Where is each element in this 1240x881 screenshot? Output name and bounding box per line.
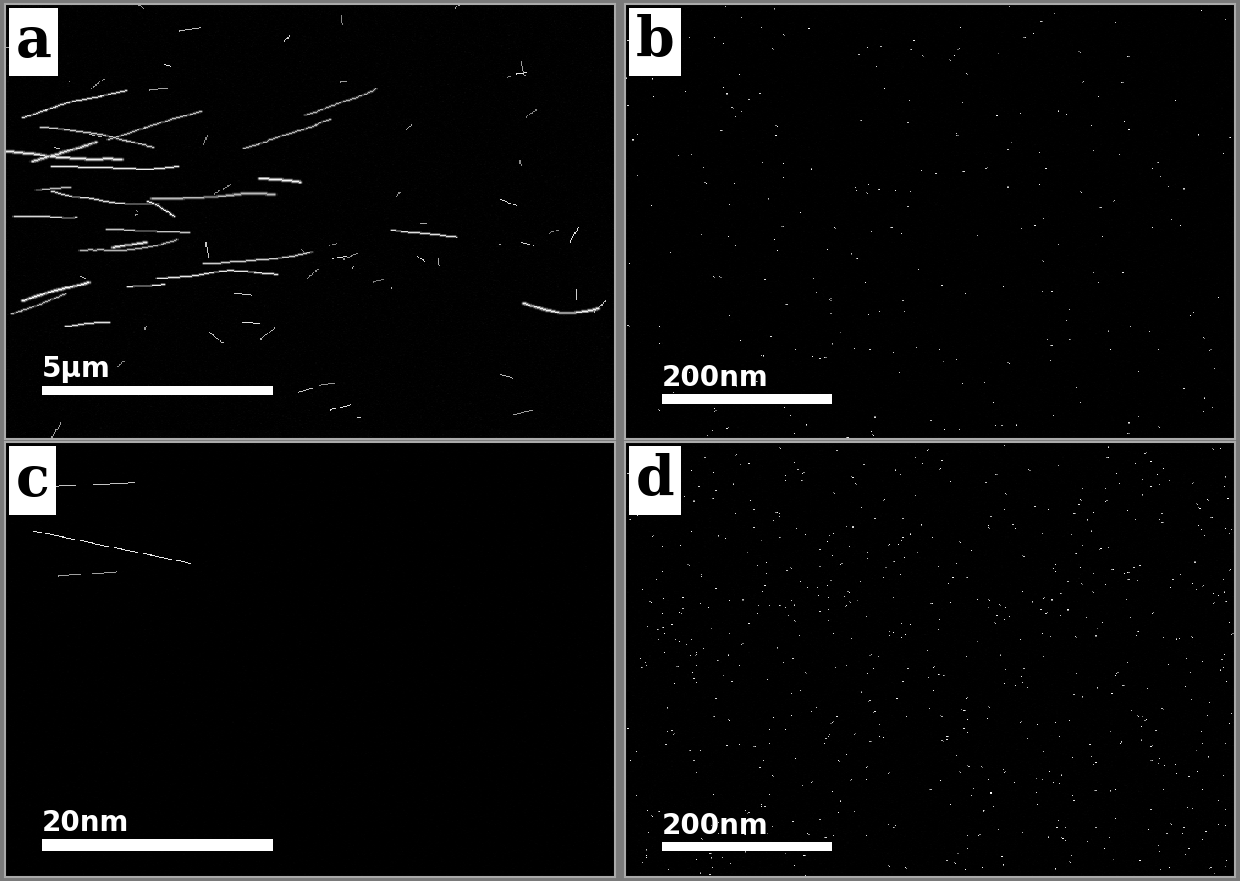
Bar — [42, 840, 273, 851]
Text: a: a — [16, 14, 52, 70]
Text: b: b — [636, 14, 675, 70]
Text: 5μm: 5μm — [42, 355, 110, 383]
Bar — [662, 395, 832, 403]
Bar — [42, 386, 273, 396]
Text: 200nm: 200nm — [662, 364, 769, 392]
Text: c: c — [16, 453, 50, 508]
Text: d: d — [636, 453, 675, 508]
Text: 200nm: 200nm — [662, 811, 769, 840]
Text: 20nm: 20nm — [42, 809, 129, 837]
Bar — [662, 841, 832, 851]
